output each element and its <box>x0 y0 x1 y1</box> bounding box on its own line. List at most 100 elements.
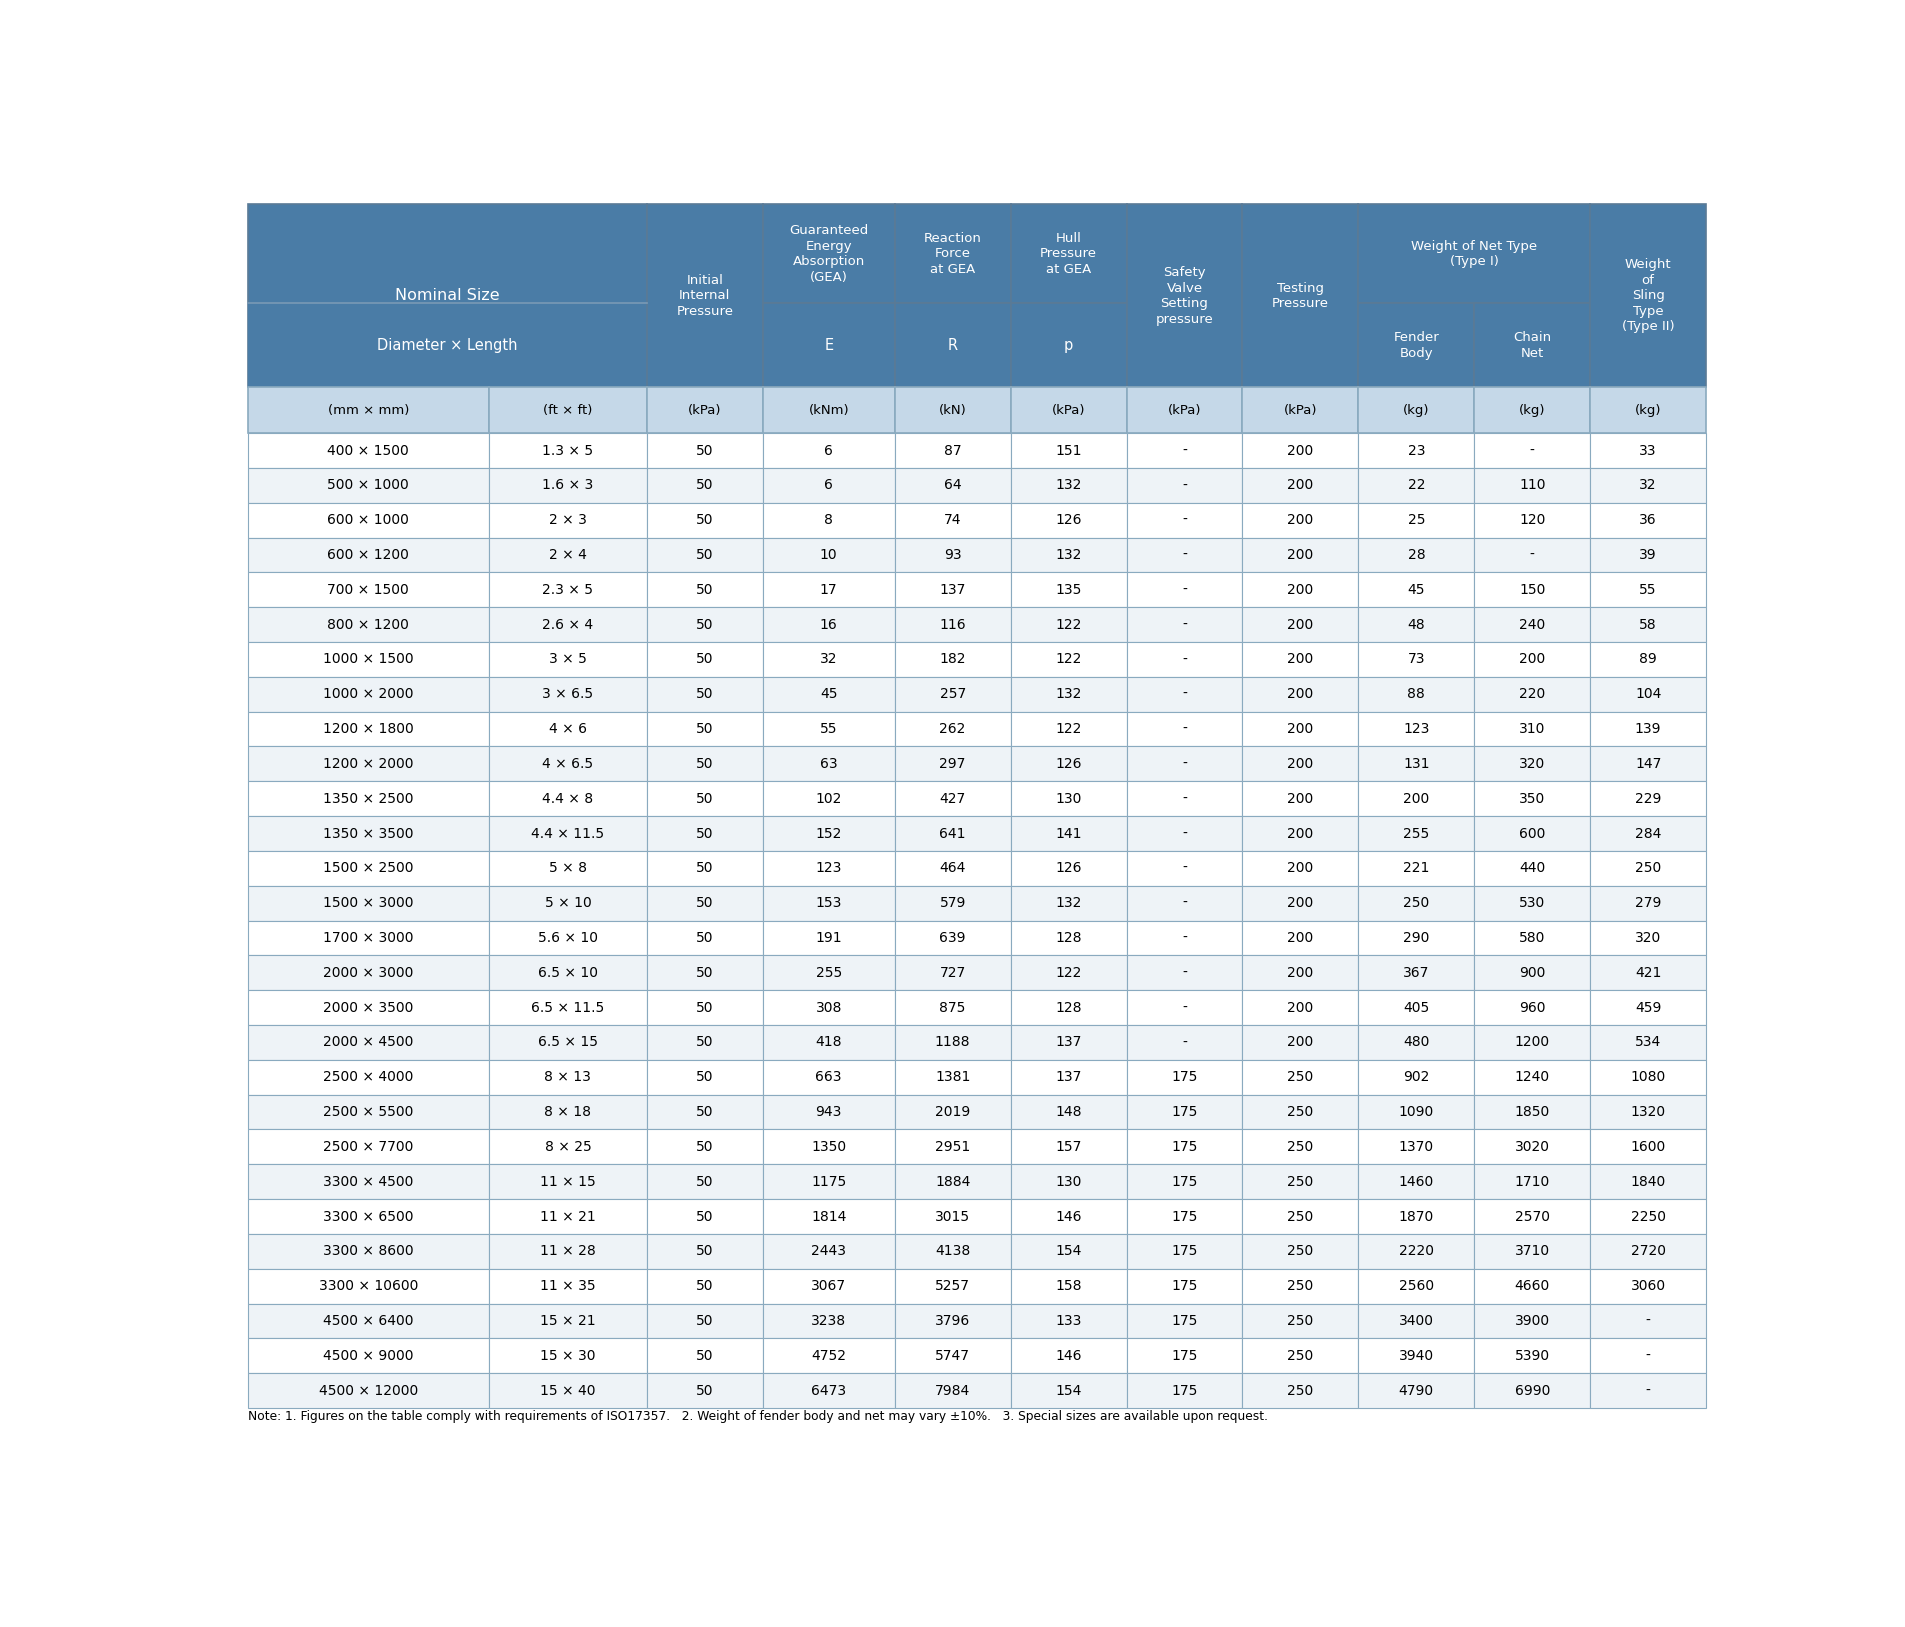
Bar <box>893 711 1010 747</box>
Bar <box>1589 205 1705 387</box>
Bar <box>762 955 893 991</box>
Bar <box>646 607 762 643</box>
Text: 320: 320 <box>1634 931 1661 945</box>
Text: 64: 64 <box>943 478 960 493</box>
Text: 464: 464 <box>939 861 966 875</box>
Text: 102: 102 <box>815 792 842 805</box>
Text: (kPa): (kPa) <box>1052 403 1084 417</box>
Bar <box>1589 1199 1705 1233</box>
Bar <box>248 921 490 955</box>
Bar <box>1358 643 1473 677</box>
Text: (kPa): (kPa) <box>688 403 722 417</box>
Text: 154: 154 <box>1055 1245 1082 1258</box>
Bar <box>646 1129 762 1165</box>
Text: 11 × 15: 11 × 15 <box>539 1175 596 1189</box>
Bar <box>490 1233 646 1269</box>
Text: 250: 250 <box>1634 861 1661 875</box>
Text: 15 × 40: 15 × 40 <box>539 1383 596 1398</box>
Bar <box>1242 573 1358 607</box>
Text: -: - <box>1181 618 1187 631</box>
Bar <box>1358 921 1473 955</box>
Bar <box>1589 643 1705 677</box>
Text: 4 × 6.5: 4 × 6.5 <box>543 757 592 771</box>
Bar <box>1242 1129 1358 1165</box>
Bar <box>248 781 490 817</box>
Bar <box>490 921 646 955</box>
Bar <box>1589 573 1705 607</box>
Text: 175: 175 <box>1172 1209 1196 1224</box>
Bar <box>1473 991 1589 1025</box>
Text: 1090: 1090 <box>1398 1105 1433 1119</box>
Bar <box>646 851 762 885</box>
Bar <box>1010 1199 1126 1233</box>
Bar <box>893 747 1010 781</box>
Bar <box>1242 1095 1358 1129</box>
Text: Guaranteed
Energy
Absorption
(GEA): Guaranteed Energy Absorption (GEA) <box>789 225 869 283</box>
Bar <box>762 1165 893 1199</box>
Bar <box>1358 1059 1473 1095</box>
Text: 5 × 8: 5 × 8 <box>549 861 587 875</box>
Bar <box>646 469 762 503</box>
Bar <box>490 711 646 747</box>
Text: 135: 135 <box>1055 582 1082 597</box>
Text: Reaction
Force
at GEA: Reaction Force at GEA <box>924 231 981 277</box>
Text: -: - <box>1181 687 1187 701</box>
Text: 50: 50 <box>695 1141 712 1154</box>
Bar <box>646 1165 762 1199</box>
Bar <box>1473 503 1589 537</box>
Text: -: - <box>1181 444 1187 457</box>
Text: (kNm): (kNm) <box>808 403 848 417</box>
Bar <box>1010 1129 1126 1165</box>
Text: 2.6 × 4: 2.6 × 4 <box>543 618 592 631</box>
Text: 200: 200 <box>1518 652 1545 667</box>
Text: 1370: 1370 <box>1398 1141 1433 1154</box>
Text: 11 × 28: 11 × 28 <box>539 1245 596 1258</box>
Bar <box>1126 469 1242 503</box>
Text: -: - <box>1181 757 1187 771</box>
Text: 39: 39 <box>1638 548 1655 561</box>
Text: 308: 308 <box>815 1001 842 1015</box>
Bar <box>1358 1129 1473 1165</box>
Text: (kN): (kN) <box>939 403 966 417</box>
Bar <box>1589 747 1705 781</box>
Text: 641: 641 <box>939 827 966 841</box>
Text: 175: 175 <box>1172 1245 1196 1258</box>
Text: -: - <box>1181 827 1187 841</box>
Text: 579: 579 <box>939 896 966 909</box>
Text: 3400: 3400 <box>1398 1315 1433 1328</box>
Text: 50: 50 <box>695 478 712 493</box>
Text: 16: 16 <box>819 618 836 631</box>
Text: 2220: 2220 <box>1398 1245 1433 1258</box>
Text: 36: 36 <box>1638 513 1655 527</box>
Text: 17: 17 <box>819 582 836 597</box>
Text: 960: 960 <box>1518 1001 1545 1015</box>
Text: 128: 128 <box>1055 931 1082 945</box>
Bar <box>1473 747 1589 781</box>
Bar <box>762 1269 893 1303</box>
Bar <box>1126 503 1242 537</box>
Bar <box>893 885 1010 921</box>
Text: 120: 120 <box>1518 513 1545 527</box>
Text: Initial
Internal
Pressure: Initial Internal Pressure <box>676 273 733 317</box>
Text: 8 × 25: 8 × 25 <box>545 1141 591 1154</box>
Bar <box>646 573 762 607</box>
Bar <box>1126 537 1242 573</box>
Bar <box>1126 747 1242 781</box>
Text: 900: 900 <box>1518 966 1545 979</box>
Text: 50: 50 <box>695 1071 712 1084</box>
Bar <box>1242 205 1358 387</box>
Text: 15 × 30: 15 × 30 <box>539 1349 596 1363</box>
Bar <box>1473 677 1589 711</box>
Bar <box>1358 1025 1473 1059</box>
Bar <box>1589 781 1705 817</box>
Text: 2250: 2250 <box>1631 1209 1665 1224</box>
Text: 50: 50 <box>695 1001 712 1015</box>
Bar <box>762 573 893 607</box>
Text: 8 × 13: 8 × 13 <box>545 1071 591 1084</box>
Text: 421: 421 <box>1634 966 1661 979</box>
Text: 3300 × 8600: 3300 × 8600 <box>322 1245 413 1258</box>
Text: 200: 200 <box>1286 582 1313 597</box>
Text: 50: 50 <box>695 966 712 979</box>
Bar <box>646 433 762 469</box>
Text: 50: 50 <box>695 444 712 457</box>
